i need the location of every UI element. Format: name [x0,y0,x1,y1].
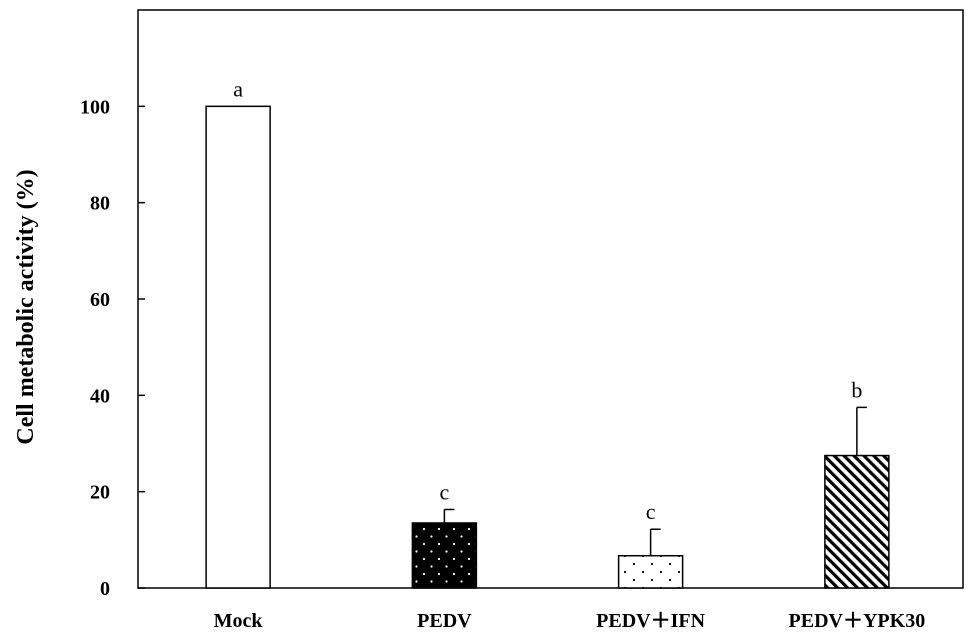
bar-0 [205,105,271,589]
y-tick-label: 100 [80,96,110,118]
bar-1 [411,522,478,589]
significance-letter: a [233,76,243,101]
bar-2 [617,554,684,589]
y-tick-label: 40 [90,385,110,407]
category-label: PEDV [417,610,472,632]
significance-letter: c [439,479,449,504]
category-label: Mock [214,610,264,632]
category-label: PEDV＋YPK30 [789,610,926,632]
y-tick-label: 0 [100,578,110,600]
y-tick-label: 20 [90,482,110,504]
category-label: PEDV＋IFN [596,610,705,632]
y-axis-title: Cell metabolic activity (%) [13,169,39,444]
significance-letter: b [851,377,862,402]
y-tick-label: 60 [90,289,110,311]
bar-3 [824,454,890,589]
significance-letter: c [646,499,656,524]
y-tick-label: 80 [90,193,110,215]
